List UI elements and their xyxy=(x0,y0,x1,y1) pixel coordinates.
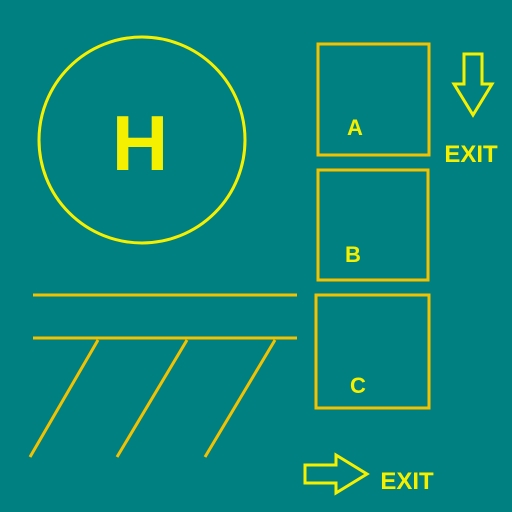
exit-label-bottom: EXIT xyxy=(380,468,434,495)
hatch-line xyxy=(115,339,189,458)
hatch-line xyxy=(203,339,277,458)
space-box xyxy=(316,168,430,282)
exit-top: EXIT xyxy=(444,52,498,168)
helipad: H xyxy=(37,35,247,245)
helipad-letter: H xyxy=(112,99,168,187)
parking-spaces: A B C xyxy=(314,42,431,410)
arrow-right-icon xyxy=(303,452,370,496)
space-label: B xyxy=(345,242,361,267)
helipad-circle xyxy=(37,35,247,245)
space-box xyxy=(316,42,431,157)
exit-bottom: EXIT xyxy=(303,452,434,496)
road-lines xyxy=(33,293,297,340)
arrow-down-icon xyxy=(451,52,495,118)
hatched-area xyxy=(28,339,277,458)
parking-space-b: B xyxy=(316,168,430,282)
exit-label-top: EXIT xyxy=(444,141,498,168)
parking-space-c: C xyxy=(314,293,431,410)
parking-space-a: A xyxy=(316,42,431,157)
space-label: C xyxy=(350,373,366,398)
hatch-line xyxy=(28,339,100,458)
space-box xyxy=(314,293,431,410)
space-label: A xyxy=(347,115,363,140)
